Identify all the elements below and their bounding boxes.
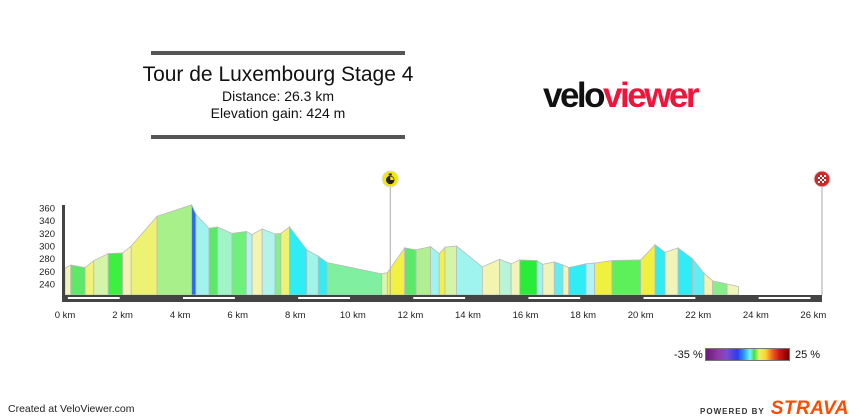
svg-text:16 km: 16 km	[513, 310, 539, 321]
svg-text:300: 300	[39, 242, 55, 253]
strava-logo: STRAVA	[770, 398, 849, 419]
svg-text:22 km: 22 km	[685, 310, 711, 321]
svg-text:24 km: 24 km	[743, 310, 769, 321]
svg-text:26 km: 26 km	[800, 310, 826, 321]
gradient-legend-bar	[705, 348, 790, 361]
x-axis-ticks: 0 km 2 km 4 km 6 km 8 km 10 km 12 km 14 km 16 km…	[55, 310, 827, 321]
svg-text:10 km: 10 km	[340, 310, 366, 321]
logo-viewer: viewer	[603, 76, 699, 115]
svg-text:2 km: 2 km	[112, 310, 133, 321]
title-rule-top	[151, 51, 405, 55]
svg-text:14 km: 14 km	[455, 310, 481, 321]
svg-text:320: 320	[39, 229, 55, 240]
route-markers	[381, 170, 831, 295]
svg-text:12 km: 12 km	[397, 310, 423, 321]
svg-text:6 km: 6 km	[227, 310, 248, 321]
page-title: Tour de Luxembourg Stage 4	[142, 63, 414, 86]
logo-velo: velo	[543, 76, 606, 115]
svg-text:18 km: 18 km	[570, 310, 596, 321]
svg-text:4 km: 4 km	[170, 310, 191, 321]
title-block: Tour de Luxembourg Stage 4 Distance: 26.…	[120, 62, 436, 122]
legend-min-label: -35 %	[674, 349, 703, 361]
svg-text:20 km: 20 km	[628, 310, 654, 321]
svg-text:0 km: 0 km	[55, 310, 76, 321]
svg-text:280: 280	[39, 254, 55, 265]
veloviewer-logo: veloviewer	[543, 76, 700, 115]
distance-label: Distance: 26.3 km	[221, 88, 335, 104]
svg-text:240: 240	[39, 280, 55, 291]
powered-by-strava[interactable]: POWERED BY STRAVA	[700, 398, 849, 420]
gradient-segments	[62, 204, 822, 302]
legend-max-label: 25 %	[795, 349, 821, 361]
svg-text:8 km: 8 km	[285, 310, 306, 321]
svg-text:260: 260	[39, 267, 55, 278]
svg-text:360: 360	[39, 204, 55, 215]
svg-text:340: 340	[39, 216, 55, 227]
elevation-gain-label: Elevation gain: 424 m	[210, 105, 346, 121]
created-at-link[interactable]: Created at VeloViewer.com	[8, 403, 135, 415]
title-rule-bottom	[151, 135, 405, 139]
powered-by-label: POWERED BY	[700, 407, 765, 416]
